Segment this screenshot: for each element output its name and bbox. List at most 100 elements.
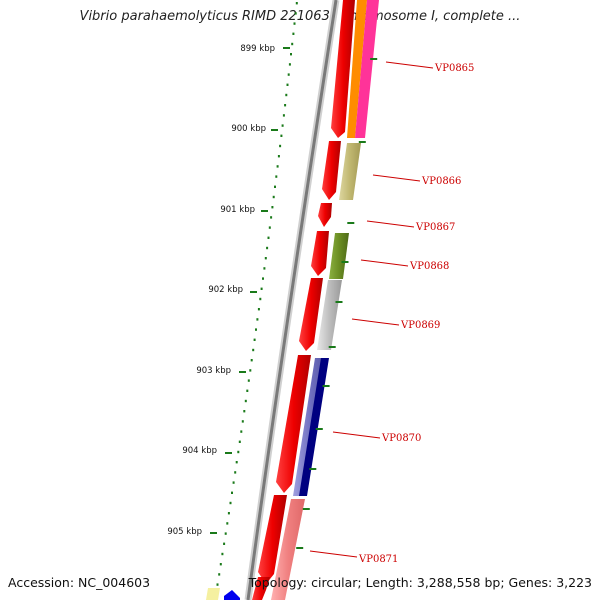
ruler-dot: [246, 389, 249, 392]
accession-text: Accession: NC_004603: [8, 575, 151, 590]
gene-label[interactable]: VP0869: [400, 320, 440, 331]
ruler-dot: [257, 308, 260, 311]
forward-strand-track: [252, 0, 355, 600]
cog-function-track: [206, 0, 379, 600]
ruler-dot: [235, 461, 238, 464]
gene-block-orange[interactable]: [347, 0, 367, 138]
ruler-dot: [253, 338, 256, 341]
ruler-dot: [232, 481, 235, 484]
label-leader-line: [360, 259, 409, 267]
ruler-dot: [219, 563, 222, 566]
ruler-dot: [221, 552, 224, 556]
ruler-dot: [237, 450, 240, 454]
gene-block-salmon[interactable]: [271, 499, 305, 600]
ruler-dot: [229, 501, 232, 505]
gene-arrow[interactable]: [276, 355, 311, 493]
label-leader-line: [366, 220, 415, 228]
gene-label[interactable]: VP0868: [409, 261, 449, 272]
ruler-dot: [263, 267, 266, 270]
ruler-dot: [266, 246, 269, 250]
gene-arrow[interactable]: [252, 577, 270, 600]
ruler-dot: [238, 440, 241, 443]
gene-block-olive[interactable]: [329, 233, 349, 279]
ruler-dot: [234, 471, 237, 474]
ruler-dot: [216, 583, 219, 586]
gene-label[interactable]: VP0866: [421, 176, 461, 187]
gene-block-yellow[interactable]: [206, 588, 220, 600]
ruler-dot: [292, 32, 295, 35]
gene-arrow[interactable]: [322, 141, 341, 200]
ruler-dot: [244, 399, 247, 403]
gene-label[interactable]: VP0865: [434, 63, 474, 74]
gene-labels: VP0865 VP0866 VP0867 VP0868 VP0869 VP087…: [309, 61, 474, 565]
label-leader-line: [309, 550, 358, 558]
ruler-dot: [256, 318, 259, 321]
ruler-dot: [287, 73, 290, 76]
ruler-dot: [260, 287, 263, 290]
ruler-dot: [279, 144, 282, 148]
gene-label[interactable]: VP0870: [381, 433, 421, 444]
backbone-arc-core: [246, 0, 338, 600]
ruler-dot: [218, 573, 221, 576]
ruler-dot: [271, 206, 274, 209]
ruler-dot: [250, 359, 253, 362]
ruler-dot: [252, 348, 255, 352]
map-title: Vibrio parahaemolyticus RIMD 2210633 chr…: [79, 9, 521, 24]
gene-arrow[interactable]: [299, 278, 323, 351]
gene-block-blue[interactable]: [224, 590, 240, 600]
ruler-dot: [277, 155, 280, 158]
label-leader-line: [372, 174, 421, 182]
ruler-dot: [262, 277, 264, 280]
ruler-dot: [226, 522, 229, 525]
ruler-major-ticks: 899 kbp 900 kbp 901 kbp 902 kbp 903 kbp …: [167, 44, 290, 537]
ruler-dot: [284, 104, 287, 107]
ruler-dot: [272, 195, 275, 199]
gene-label[interactable]: VP0867: [415, 222, 455, 233]
outer-ruler-ticks: [296, 58, 378, 549]
ruler-dot: [267, 236, 270, 239]
ruler-dot: [259, 297, 262, 301]
gene-block-gray[interactable]: [317, 280, 342, 350]
ruler-dot: [270, 216, 273, 219]
ruler-dot: [275, 175, 278, 178]
ruler-dot: [291, 42, 294, 46]
tick-label: 901 kbp: [220, 205, 255, 215]
tick-label: 900 kbp: [231, 124, 266, 134]
ruler-dot: [224, 532, 227, 535]
gene-arrow[interactable]: [258, 495, 287, 584]
ruler-dot: [247, 379, 250, 382]
tick-label: 903 kbp: [196, 366, 231, 376]
gene-block-pink[interactable]: [355, 0, 379, 138]
ruler-dot: [290, 53, 292, 56]
ruler-dot: [268, 226, 271, 229]
ruler-dot: [288, 63, 291, 66]
ruler-dot: [227, 512, 230, 515]
tick-label: 905 kbp: [167, 527, 202, 537]
label-leader-line: [351, 318, 400, 326]
ruler-dot: [274, 185, 276, 188]
gene-arrow[interactable]: [318, 203, 332, 227]
ruler-dot: [282, 114, 285, 117]
label-leader-line: [385, 61, 434, 69]
gene-arrow[interactable]: [331, 0, 355, 138]
ruler-dot: [264, 257, 267, 260]
label-leader-line: [332, 431, 381, 439]
topology-text: Topology: circular; Length: 3,288,558 bp…: [248, 575, 592, 590]
gene-block-khaki[interactable]: [339, 143, 361, 200]
ruler-minor-ticks: [214, 2, 298, 596]
tick-label: 902 kbp: [208, 285, 243, 295]
ruler-dot: [231, 491, 233, 494]
ruler-dot: [243, 410, 246, 413]
gene-label[interactable]: VP0871: [358, 554, 398, 565]
ruler-dot: [276, 165, 279, 168]
ruler-dot: [223, 542, 226, 545]
gene-block-navy[interactable]: [299, 358, 329, 496]
ruler-dot: [281, 124, 284, 127]
gene-arrow[interactable]: [311, 231, 329, 276]
ruler-dot: [240, 430, 243, 433]
ruler-dot: [285, 93, 288, 97]
ruler-dot: [255, 328, 257, 331]
ruler-dot: [293, 22, 296, 25]
tick-label: 899 kbp: [240, 44, 275, 54]
